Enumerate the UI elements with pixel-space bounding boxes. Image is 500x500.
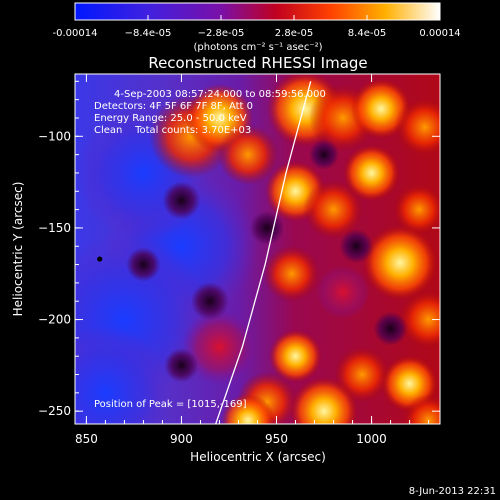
colorbar-tick-label: 2.8e-05 <box>275 28 313 39</box>
annotation-energy-range: Energy Range: 25.0 - 50.0 keV <box>94 113 247 124</box>
peak-position-label: Position of Peak = [1015,-169] <box>94 399 247 410</box>
emission-feature <box>392 182 440 237</box>
x-axis-label: Heliocentric X (arcsec) <box>190 450 326 464</box>
y-tick-label: −100 <box>38 129 71 143</box>
emission-feature <box>126 247 161 282</box>
y-tick-label: −250 <box>38 404 71 418</box>
x-tick-label: 900 <box>170 432 193 446</box>
emission-feature <box>268 329 323 383</box>
colorbar-unit-label: (photons cm⁻² s⁻¹ asec⁻²) <box>193 42 322 53</box>
plot-timestamp: 8-Jun-2013 22:31 <box>409 486 496 497</box>
emission-feature <box>190 282 229 321</box>
heatmap-image <box>75 74 440 424</box>
colorbar-tick-label: 0.00014 <box>419 28 460 39</box>
colorbar: -0.00014 −8.4e-05 −2.8e-05 2.8e-05 8.4e-05 0.… <box>53 2 461 53</box>
emission-feature <box>308 139 340 170</box>
x-tick-label: 1000 <box>356 432 387 446</box>
emission-feature <box>303 179 364 241</box>
emission-feature <box>398 289 440 350</box>
annotation-detectors: Detectors: 4F 5F 6F 7F 8F, Att 0 <box>94 101 253 112</box>
emission-feature <box>249 210 285 246</box>
emission-feature <box>289 376 359 424</box>
emission-feature <box>263 245 321 303</box>
colorbar-ticks: -0.00014 −8.4e-05 −2.8e-05 2.8e-05 8.4e-05 0.… <box>53 15 461 39</box>
emission-feature <box>362 224 439 301</box>
emission-feature <box>373 311 408 346</box>
emission-feature <box>75 326 172 424</box>
y-tick-label: −150 <box>38 221 71 235</box>
y-tick-label: −200 <box>38 313 71 327</box>
emission-feature <box>181 309 258 386</box>
emission-feature <box>401 393 440 424</box>
x-axis-ticks: 850 900 950 1000 <box>75 74 430 446</box>
annotations: 4-Sep-2003 08:57:24.000 to 08:59:56.000 … <box>94 89 326 410</box>
emission-feature <box>316 265 370 319</box>
y-axis-label: Heliocentric Y (arcsec) <box>11 182 25 317</box>
annotation-time-range: 4-Sep-2003 08:57:24.000 to 08:59:56.000 <box>114 89 326 100</box>
colorbar-tick-label: −2.8e-05 <box>198 28 245 39</box>
x-tick-label: 850 <box>75 432 98 446</box>
colorbar-gradient <box>74 2 441 21</box>
emission-feature <box>217 124 279 186</box>
emission-feature <box>339 229 374 264</box>
annotation-counts: Clean Total counts: 3.70E+03 <box>94 125 251 136</box>
colorbar-tick-label: -0.00014 <box>53 28 98 39</box>
chart-title: Reconstructed RHESSI Image <box>148 54 367 72</box>
emission-feature <box>162 181 201 220</box>
solar-limb-curve <box>215 81 312 424</box>
y-axis-ticks: −100 −150 −200 −250 <box>38 80 440 418</box>
emission-feature <box>221 393 275 424</box>
colorbar-tick-label: −8.4e-05 <box>125 28 172 39</box>
emission-feature <box>164 348 199 383</box>
x-tick-label: 950 <box>265 432 288 446</box>
emission-feature <box>343 144 401 202</box>
marked-point <box>97 256 103 262</box>
colorbar-tick-label: 8.4e-05 <box>348 28 386 39</box>
emission-feature <box>394 96 440 158</box>
